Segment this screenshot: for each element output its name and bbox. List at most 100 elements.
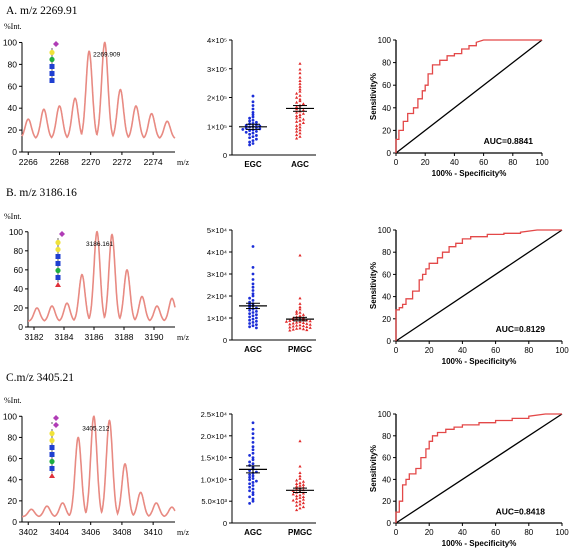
x-tick-label: 3404 [50,527,69,537]
y-tick-label: 100 [378,36,392,45]
data-point [295,126,299,130]
data-point [248,119,252,123]
y-tick-label: 1.0×10⁴ [201,475,227,484]
auc-label: AUC=0.8418 [496,506,546,516]
roc-curve [395,413,562,523]
y-axis-label: Sensitivity% [369,445,378,492]
data-point [248,478,252,482]
y-tick-label: 0 [387,337,392,346]
glycan-glcnac-icon [55,261,61,266]
reference-line [395,39,543,154]
x-tick-label: 80 [524,528,533,537]
data-point [248,482,252,486]
data-point [248,473,252,477]
data-point [298,296,302,300]
y-tick-label: 0 [18,322,23,332]
data-point [301,497,305,501]
data-point [298,326,302,330]
glycan-glcnac-icon [55,275,61,280]
data-point [251,115,255,119]
data-point [251,321,255,324]
glycan-glcnac-icon [49,452,55,457]
data-point [295,309,299,313]
y-tick-label: 1×10⁵ [207,122,227,131]
data-point [251,421,255,425]
data-point [255,323,258,326]
x-tick-label: 0 [394,528,399,537]
dotplot-panel-c: 0 5.0×10³ 1.0×10⁴ 1.5×10⁴ 2.0×10⁴ 2.5×10⁴ AGC P… [201,410,316,537]
spectrum-panel-c: C.m/z 3405.21 %Int. 0 20 40 60 80 100 3402 3404 34… [3,372,190,537]
data-point [255,326,258,330]
data-point [298,79,302,83]
y-tick-label: 2.0×10⁴ [201,432,227,441]
y-tick-label: 0 [387,519,392,528]
data-point [251,491,255,494]
data-point [248,132,252,136]
data-point [251,462,255,466]
data-point [301,495,305,499]
y-tick-label: 80 [8,432,18,442]
data-point [251,477,255,480]
data-point [295,95,299,99]
data-point [248,140,252,144]
x-tick-label: 100 [535,158,549,167]
data-point [251,94,255,98]
data-point [291,324,295,328]
data-point [298,115,302,119]
y-tick-label: 3×10⁵ [207,65,227,74]
glycan-mannose-icon [49,458,55,465]
x-tick-label: 0 [394,158,399,167]
data-point [251,499,255,503]
x-tick-label: 3410 [144,527,163,537]
data-point [298,71,302,75]
data-point [248,315,252,319]
data-point [305,322,309,325]
y-tick-label: 80 [8,59,18,69]
spectrum-panel-b: B. m/z 3186.16 %Int. 0 20 40 60 80 100 3182 3184 3… [4,187,189,342]
y-tick-label: 4×10⁴ [207,248,227,257]
data-point [248,312,252,315]
x-tick-label: 3184 [55,332,74,342]
data-point [251,100,255,104]
category-label: PMGC [288,528,312,537]
x-axis-label: 100% - Specificity% [442,357,517,366]
data-point [308,326,312,329]
y-tick-label: 5.0×10³ [201,497,227,506]
data-point [244,130,248,134]
data-point [305,328,309,332]
data-point [298,84,302,88]
data-point [251,113,255,117]
y-tick-label: 40 [14,284,24,294]
data-point [298,314,302,317]
data-point [295,484,299,488]
data-point [301,112,305,115]
data-point [298,483,302,487]
y-axis-label: Sensitivity% [369,262,378,309]
data-point [295,503,299,507]
y-tick-label: 1.5×10⁴ [201,454,227,463]
data-point [298,305,302,309]
data-point [251,282,255,286]
x-tick-label: 3406 [81,527,100,537]
data-point [251,311,255,314]
x-tick-label: 2268 [50,157,69,167]
data-point [298,323,302,327]
data-point [298,439,302,443]
data-point [248,296,252,300]
x-tick-label: 2274 [144,157,163,167]
data-point [298,474,302,478]
y-tick-label: 20 [8,496,18,506]
data-point [255,313,258,317]
data-point [295,100,299,104]
y-tick-label: 4×10⁵ [207,36,227,45]
spectrum-line [21,41,176,139]
data-point [298,307,302,311]
data-point [284,319,288,323]
data-point [308,323,312,326]
data-point [291,492,295,496]
data-point [251,493,255,497]
data-point [248,325,252,329]
data-point [298,93,302,97]
y-axis-label: %Int. [4,396,22,405]
glycan-galactose-icon [55,246,61,253]
